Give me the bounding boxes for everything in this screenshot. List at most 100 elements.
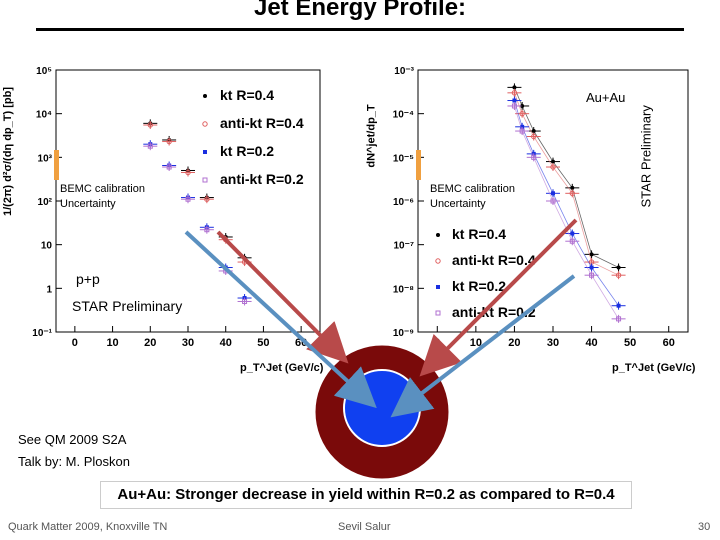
x-tick-label: 40	[220, 337, 232, 349]
auau-legend-kt04: kt R=0.4	[452, 226, 507, 242]
legend-marker	[436, 285, 440, 289]
x-tick-label: 60	[663, 337, 675, 349]
x-tick-label: 30	[182, 337, 194, 349]
data-point	[519, 128, 525, 134]
pp-legend-kt02: kt R=0.2	[220, 143, 275, 159]
data-point	[531, 129, 536, 134]
auau-xlabel: p_T^Jet (GeV/c)	[612, 362, 696, 374]
data-point	[531, 133, 537, 140]
y-tick-label: 10⁵	[36, 66, 52, 77]
data-point	[166, 138, 172, 145]
y-tick-label: 10⁴	[36, 110, 52, 121]
y-tick-label: 10²	[38, 197, 53, 208]
x-tick-label: 0	[72, 337, 78, 349]
caption-box: Au+Au: Stronger decrease in yield within…	[100, 481, 632, 509]
y-tick-label: 10	[41, 241, 53, 252]
y-tick-label: 10⁻⁴	[393, 110, 414, 121]
auau-system-label: Au+Au	[586, 90, 626, 105]
data-point	[511, 90, 518, 96]
auau-legend-kt02: kt R=0.2	[452, 278, 507, 294]
reference-line-2: Talk by: M. Ploskon	[18, 454, 130, 469]
y-tick-label: 10⁻⁹	[393, 328, 414, 339]
pp-chart: 10⁻¹ 1 10 10² 10³ 10⁴ 10⁵ 0 10 20 30 40 50 60	[8, 60, 338, 360]
data-point	[589, 265, 594, 270]
bemc-uncertainty-band	[416, 150, 421, 180]
pp-preliminary-label: STAR Preliminary	[72, 298, 183, 314]
title-divider	[36, 28, 684, 31]
data-point	[512, 85, 517, 90]
legend-marker	[202, 177, 208, 183]
y-tick-label: 10³	[38, 153, 53, 164]
data-point	[520, 103, 525, 108]
data-point	[147, 122, 153, 128]
caption-text: Au+Au: Stronger decrease in yield within…	[117, 486, 615, 503]
data-point	[512, 98, 517, 103]
pp-legend-kt04: kt R=0.4	[220, 87, 275, 103]
data-point	[166, 164, 172, 170]
data-point	[185, 169, 191, 176]
data-point	[551, 191, 555, 196]
data-point	[551, 159, 555, 164]
auau-legend-antikt02: anti-kt R=0.2	[452, 304, 536, 320]
x-tick-label: 0	[434, 337, 440, 349]
legend-marker	[203, 150, 207, 154]
pp-xlabel: p_T^Jet (GeV/c)	[240, 362, 324, 374]
x-tick-label: 60	[295, 337, 307, 349]
auau-band-label-1: BEMC calibration	[430, 183, 515, 195]
bemc-uncertainty-band	[54, 150, 59, 180]
x-tick-label: 10	[470, 337, 482, 349]
jet-cone-outer-r04	[315, 345, 449, 479]
data-point	[589, 272, 595, 278]
data-point	[570, 185, 575, 190]
footer-page-number: 30	[698, 521, 711, 533]
auau-band-label-2: Uncertainty	[430, 198, 486, 210]
pp-system-label: p+p	[76, 271, 100, 287]
legend-marker	[203, 94, 207, 98]
data-point	[616, 265, 621, 270]
footer-author: Sevil Salur	[338, 521, 391, 533]
pp-legend-antikt02: anti-kt R=0.2	[220, 171, 304, 187]
data-point	[519, 110, 525, 117]
x-tick-label: 50	[624, 337, 636, 349]
x-tick-label: 30	[547, 337, 559, 349]
slide-title: Jet Energy Profile:	[253, 0, 467, 21]
x-tick-label: 20	[144, 337, 156, 349]
data-point	[511, 103, 517, 109]
data-point	[550, 198, 556, 204]
pp-band-label-2: Uncertainty	[60, 198, 116, 210]
x-tick-label: 20	[508, 337, 520, 349]
data-point	[570, 231, 575, 236]
data-point	[616, 303, 621, 308]
y-tick-label: 10⁻⁶	[393, 197, 414, 208]
x-tick-label: 50	[257, 337, 269, 349]
data-point	[147, 143, 153, 149]
legend-marker	[202, 121, 208, 127]
data-point	[616, 316, 622, 322]
pp-legend-antikt04: anti-kt R=0.4	[220, 115, 304, 131]
left-plot-panel: 10⁻¹ 1 10 10² 10³ 10⁴ 10⁵ 0 10 20 30 40 50 60	[8, 60, 338, 360]
data-point	[569, 190, 575, 197]
y-tick-label: 10⁻⁷	[393, 241, 414, 252]
auau-ylabel: dN^jet/dp_T	[365, 104, 378, 168]
data-point	[531, 154, 537, 160]
legend-marker	[436, 233, 440, 237]
jet-cone-inner-r02	[343, 369, 421, 447]
x-tick-label: 40	[585, 337, 597, 349]
y-tick-label: 10⁻⁵	[393, 153, 414, 164]
y-tick-label: 10⁻⁸	[393, 284, 414, 295]
pp-ylabel: 1/(2π) d²σ/(dη dp_T) [pb]	[2, 87, 14, 216]
y-tick-label: 1	[46, 284, 52, 295]
data-point	[615, 272, 622, 278]
data-point	[589, 252, 594, 257]
pp-band-label-1: BEMC calibration	[60, 183, 145, 195]
x-tick-label: 10	[106, 337, 118, 349]
data-point	[520, 124, 525, 129]
auau-legend-antikt04: anti-kt R=0.4	[452, 252, 536, 268]
reference-line-1: See QM 2009 S2A	[18, 432, 127, 447]
footer-conference: Quark Matter 2009, Knoxville TN	[8, 521, 168, 533]
data-point	[550, 164, 556, 170]
data-point	[204, 196, 210, 202]
data-point	[185, 196, 191, 202]
auau-preliminary-label: STAR Preliminary	[638, 105, 654, 208]
y-tick-label: 10⁻³	[394, 66, 414, 77]
